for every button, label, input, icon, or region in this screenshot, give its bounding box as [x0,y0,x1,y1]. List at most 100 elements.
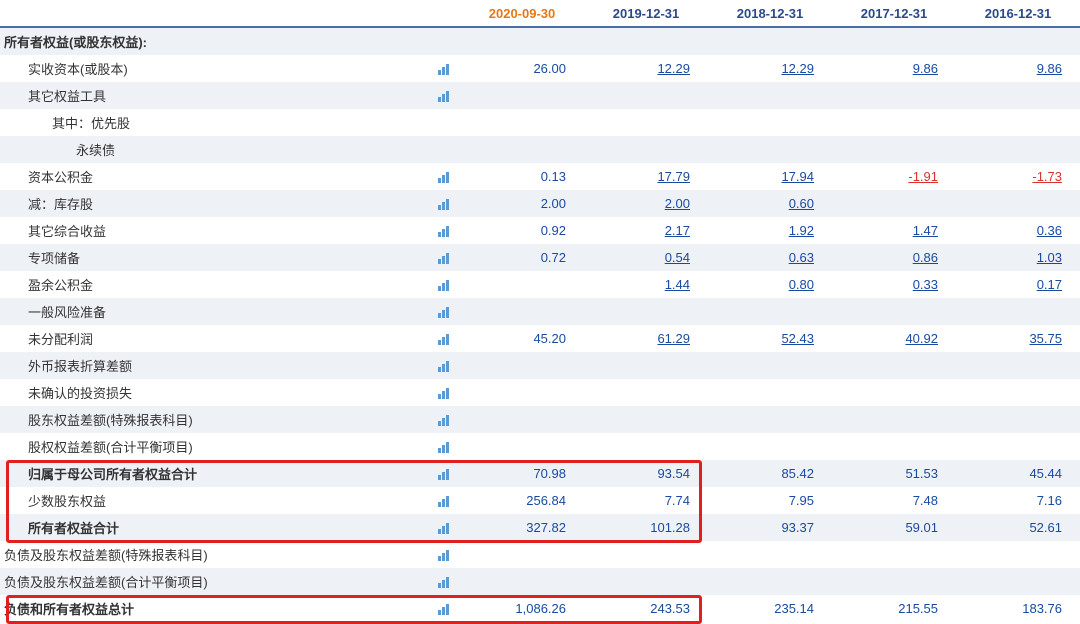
cell-value[interactable]: 26.00 [460,55,584,82]
cell-value[interactable]: 12.29 [708,55,832,82]
chart-icon[interactable] [438,468,452,480]
cell-value [708,541,832,568]
chart-icon[interactable] [438,333,452,345]
cell-value [832,406,956,433]
cell-value[interactable]: 45.20 [460,325,584,352]
cell-value[interactable]: 70.98 [460,460,584,487]
chart-icon[interactable] [438,522,452,534]
cell-value[interactable]: 0.13 [460,163,584,190]
row-label-text: 负债和所有者权益总计 [4,602,134,617]
cell-value[interactable]: 183.76 [956,595,1080,622]
cell-value[interactable]: 7.74 [584,487,708,514]
cell-value[interactable]: 59.01 [832,514,956,541]
chart-icon[interactable] [438,603,452,615]
row-label: 未分配利润 [0,325,460,352]
table-row: 其中：优先股 [0,109,1080,136]
chart-icon[interactable] [438,576,452,588]
cell-value[interactable]: 51.53 [832,460,956,487]
cell-value[interactable]: 101.28 [584,514,708,541]
cell-value[interactable]: 45.44 [956,460,1080,487]
cell-value[interactable]: 9.86 [832,55,956,82]
cell-value[interactable]: 12.29 [584,55,708,82]
cell-value[interactable]: 61.29 [584,325,708,352]
header-date-0[interactable]: 2020-09-30 [460,0,584,27]
chart-icon[interactable] [438,225,452,237]
cell-value[interactable]: -1.91 [832,163,956,190]
row-label: 少数股东权益 [0,487,460,514]
header-date-3[interactable]: 2017-12-31 [832,0,956,27]
cell-value[interactable]: 0.72 [460,244,584,271]
chart-icon[interactable] [438,387,452,399]
cell-value[interactable]: 2.00 [460,190,584,217]
cell-value[interactable]: 93.37 [708,514,832,541]
cell-value [708,379,832,406]
chart-icon[interactable] [438,279,452,291]
chart-icon[interactable] [438,90,452,102]
cell-value-text: 12.29 [657,61,690,76]
row-label-text: 其中：优先股 [52,116,130,131]
cell-value[interactable]: 243.53 [584,595,708,622]
chart-icon[interactable] [438,63,452,75]
cell-value[interactable]: 7.48 [832,487,956,514]
row-label-text: 股东权益差额(特殊报表科目) [28,413,193,428]
cell-value-text: 0.72 [541,250,566,265]
row-label: 股权权益差额(合计平衡项目) [0,433,460,460]
cell-value [708,433,832,460]
cell-value[interactable]: 256.84 [460,487,584,514]
cell-value[interactable]: 17.79 [584,163,708,190]
row-label-text: 未确认的投资损失 [28,386,132,401]
chart-icon[interactable] [438,360,452,372]
cell-value[interactable]: 0.80 [708,271,832,298]
table-row: 减：库存股2.002.000.60 [0,190,1080,217]
cell-value[interactable]: 0.36 [956,217,1080,244]
chart-icon[interactable] [438,252,452,264]
cell-value[interactable]: 0.17 [956,271,1080,298]
cell-value[interactable]: 40.92 [832,325,956,352]
cell-value [460,109,584,136]
cell-value[interactable]: 9.86 [956,55,1080,82]
cell-value-text: 0.36 [1037,223,1062,238]
cell-value[interactable]: 0.33 [832,271,956,298]
cell-value[interactable]: 52.61 [956,514,1080,541]
cell-value [956,379,1080,406]
cell-value[interactable]: 0.54 [584,244,708,271]
cell-value[interactable]: 235.14 [708,595,832,622]
chart-icon[interactable] [438,306,452,318]
cell-value-text: 243.53 [650,601,690,616]
cell-value[interactable]: 2.00 [584,190,708,217]
cell-value[interactable]: 1.92 [708,217,832,244]
cell-value[interactable]: 1.47 [832,217,956,244]
header-date-4[interactable]: 2016-12-31 [956,0,1080,27]
cell-value[interactable]: 0.63 [708,244,832,271]
cell-value[interactable]: 35.75 [956,325,1080,352]
cell-value[interactable]: 7.16 [956,487,1080,514]
chart-icon[interactable] [438,441,452,453]
cell-value[interactable]: 7.95 [708,487,832,514]
header-label-col [0,0,460,27]
chart-icon[interactable] [438,198,452,210]
cell-value[interactable]: 327.82 [460,514,584,541]
chart-icon[interactable] [438,495,452,507]
cell-value-text: 183.76 [1022,601,1062,616]
cell-value[interactable]: 0.60 [708,190,832,217]
header-date-2[interactable]: 2018-12-31 [708,0,832,27]
cell-value[interactable]: 0.92 [460,217,584,244]
cell-value[interactable]: 17.94 [708,163,832,190]
row-label-text: 归属于母公司所有者权益合计 [28,467,197,482]
chart-icon[interactable] [438,171,452,183]
cell-value[interactable]: 93.54 [584,460,708,487]
header-date-1[interactable]: 2019-12-31 [584,0,708,27]
cell-value[interactable]: 1.44 [584,271,708,298]
cell-value[interactable]: 1.03 [956,244,1080,271]
chart-icon[interactable] [438,414,452,426]
cell-value[interactable]: 2.17 [584,217,708,244]
cell-value[interactable]: 1,086.26 [460,595,584,622]
row-label: 实收资本(或股本) [0,55,460,82]
cell-value[interactable]: 215.55 [832,595,956,622]
cell-value[interactable]: -1.73 [956,163,1080,190]
cell-value[interactable]: 0.86 [832,244,956,271]
cell-value[interactable]: 85.42 [708,460,832,487]
chart-icon[interactable] [438,549,452,561]
cell-value[interactable]: 52.43 [708,325,832,352]
cell-value [832,109,956,136]
